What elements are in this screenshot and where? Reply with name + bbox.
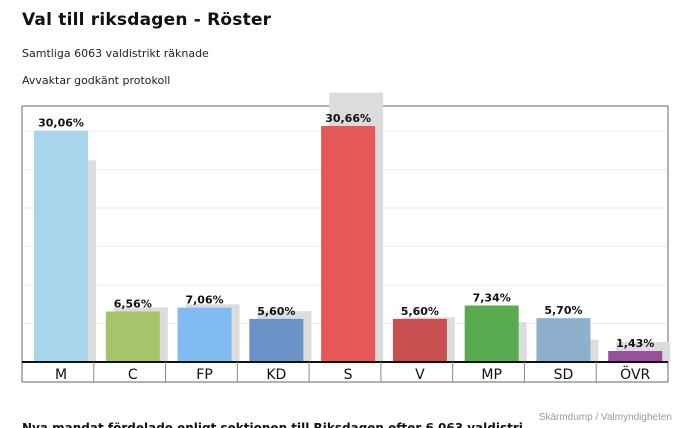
page-title: Val till riksdagen - Röster — [22, 10, 272, 30]
category-label-mp: MP — [481, 367, 502, 383]
districts-counted-text: Samtliga 6063 valdistrikt räknade — [22, 47, 209, 60]
category-label-s: S — [344, 367, 353, 383]
data-label-vr: 1,43% — [616, 337, 654, 350]
data-label-s: 30,66% — [325, 112, 371, 125]
bar-c — [105, 311, 160, 362]
protocol-status-text: Avvaktar godkänt protokoll — [22, 74, 171, 87]
data-labels: 30,06% 6,56% 7,06% 5,60% 30,66% 5,60% 7,34% 5,7… — [38, 112, 654, 350]
bar-sd — [536, 318, 591, 362]
category-label-kd: KD — [266, 367, 286, 383]
data-label-sd: 5,70% — [544, 304, 582, 317]
data-label-fp: 7,06% — [185, 294, 223, 307]
cropped-bottom-text: Nya mandat fördelade enligt sektionen ti… — [22, 421, 522, 428]
data-label-m: 30,06% — [38, 117, 84, 130]
category-label-v: V — [415, 367, 425, 383]
bar-m — [34, 130, 88, 362]
image-credit: Skärmdump / Valmyndigheten — [538, 412, 672, 423]
bar-v — [392, 318, 447, 362]
bar-vr — [608, 350, 663, 362]
category-label-fp: FP — [196, 367, 213, 383]
category-labels: M C FP KD S V MP SD ÖVR — [55, 362, 651, 383]
data-label-kd: 5,60% — [257, 305, 295, 318]
bar-fp — [177, 307, 232, 362]
bar-kd — [249, 318, 304, 362]
bar-mp — [464, 305, 519, 362]
category-label-m: M — [55, 367, 67, 383]
category-label-sd: SD — [554, 367, 574, 383]
data-label-mp: 7,34% — [473, 292, 511, 305]
category-label-c: C — [128, 367, 138, 383]
data-label-c: 6,56% — [114, 298, 152, 311]
bar-s — [321, 126, 376, 362]
current-result-bars — [34, 126, 663, 362]
data-label-v: 5,60% — [401, 305, 439, 318]
category-label-vr: ÖVR — [620, 365, 650, 383]
